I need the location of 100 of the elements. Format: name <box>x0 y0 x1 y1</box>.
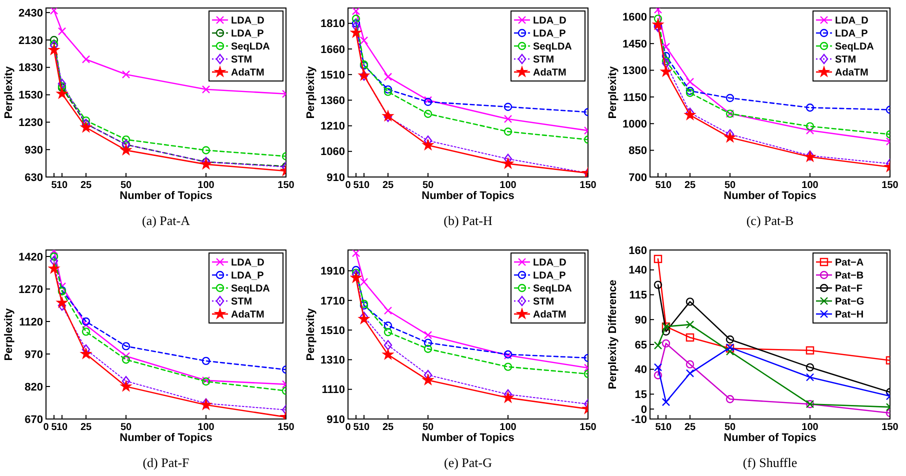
y-tick-label: 115 <box>629 290 647 302</box>
x-axis-title: Number of Topics <box>422 432 514 444</box>
y-tick-label: 1360 <box>320 95 345 108</box>
y-tick-label: -10 <box>631 414 647 426</box>
legend-label: STM <box>835 54 856 66</box>
y-tick-label: 1830 <box>18 62 43 74</box>
x-tick-label: 10 <box>358 180 370 191</box>
y-tick-label: 700 <box>628 172 647 184</box>
y-tick-label: 1060 <box>320 146 345 158</box>
legend-label: LDA_D <box>231 258 264 268</box>
y-tick-label: 670 <box>24 414 43 426</box>
x-tick-label: 5 <box>51 422 58 433</box>
x-axis-title: Number of Topics <box>724 190 816 202</box>
x-tick-label: 100 <box>802 422 819 433</box>
legend-label: LDA_P <box>533 28 566 40</box>
x-tick-label: 25 <box>80 422 92 433</box>
legend-label: AdaTM <box>533 68 566 78</box>
x-tick-label: 25 <box>382 422 394 433</box>
y-axis-title: Perplexity <box>3 307 15 361</box>
y-tick-label: 160 <box>628 244 647 257</box>
x-tick-label: 100 <box>198 422 215 433</box>
y-tick-label: 850 <box>628 145 647 158</box>
y-tick-label: 140 <box>628 264 647 277</box>
x-tick-label: 100 <box>198 180 215 191</box>
y-tick-label: 2430 <box>18 7 43 20</box>
x-tick-label: 5 <box>51 180 58 191</box>
y-tick-label: 1510 <box>320 69 345 82</box>
y-tick-label: 630 <box>24 172 43 184</box>
legend-label: Pat−H <box>835 310 864 320</box>
x-tick-label: 10 <box>660 422 672 433</box>
y-tick-label: 930 <box>24 144 43 156</box>
y-tick-label: 1510 <box>320 324 345 337</box>
legend-label: STM <box>231 296 252 308</box>
legend-label: SeqLDA <box>231 284 270 294</box>
x-tick-label: 150 <box>580 422 597 433</box>
y-tick-label: 1660 <box>320 44 345 56</box>
legend-label: LDA_D <box>533 258 566 268</box>
legend-label: AdaTM <box>533 310 566 320</box>
x-tick-label: 100 <box>500 422 517 433</box>
x-tick-label: 10 <box>358 422 370 433</box>
legend-label: AdaTM <box>231 68 264 78</box>
y-tick-label: 1150 <box>623 92 647 104</box>
y-tick-label: 0 <box>640 404 647 416</box>
text: (c) Pat-B <box>746 213 794 228</box>
x-tick-label: 150 <box>278 180 295 191</box>
x-tick-label: 50 <box>120 422 132 433</box>
x-tick-label: 100 <box>802 180 819 191</box>
y-tick-label: 1210 <box>320 120 345 133</box>
x-tick-label: 5 <box>655 180 662 191</box>
y-tick-label: 1600 <box>622 12 647 24</box>
y-tick-label: 1710 <box>320 295 345 308</box>
x-tick-label: 150 <box>882 180 899 191</box>
y-axis-title: Perplexity <box>3 65 15 119</box>
y-tick-label: 1110 <box>322 384 345 396</box>
y-tick-label: 820 <box>24 381 43 394</box>
y-tick-label: 2130 <box>18 34 43 47</box>
x-tick-label: 50 <box>422 422 434 433</box>
legend-label: LDA_P <box>231 28 264 40</box>
y-tick-label: 1530 <box>18 90 43 102</box>
legend-label: STM <box>533 54 554 66</box>
legend-label: Pat−B <box>835 270 864 282</box>
x-tick-label: 150 <box>580 180 597 191</box>
x-axis-title: Number of Topics <box>724 432 816 444</box>
y-axis-title: Perplexity <box>305 65 317 119</box>
text: (f) Shuffle <box>742 455 798 470</box>
legend-label: SeqLDA <box>533 284 572 294</box>
y-tick-label: 1450 <box>622 38 647 50</box>
legend-label: LDA_D <box>835 16 868 26</box>
y-tick-label: 65 <box>634 339 647 352</box>
y-tick-label: 1120 <box>19 316 43 328</box>
y-tick-label: 910 <box>326 414 345 426</box>
x-tick-label: 25 <box>382 180 394 191</box>
x-tick-label: 10 <box>56 422 68 433</box>
x-tick-label: 25 <box>684 422 696 433</box>
legend-label: Pat−G <box>835 296 864 308</box>
y-tick-label: 1310 <box>320 354 345 367</box>
y-tick-label: 910 <box>326 172 345 184</box>
legend-label: AdaTM <box>231 310 264 320</box>
y-axis-title: Perplexity <box>305 307 317 361</box>
legend-label: LDA_P <box>231 270 264 282</box>
y-axis-title: Perplexity <box>607 65 619 119</box>
y-tick-label: 40 <box>634 364 647 376</box>
y-axis-title: Perplexity Difference <box>607 280 619 390</box>
legend-label: Pat−A <box>835 258 864 268</box>
x-axis-title: Number of Topics <box>422 190 514 202</box>
x-axis-title: Number of Topics <box>120 190 212 202</box>
y-tick-label: 970 <box>24 348 43 361</box>
y-tick-label: 15 <box>634 388 647 401</box>
legend-label: Pat−F <box>835 284 863 294</box>
x-tick-label: 150 <box>278 422 295 433</box>
x-tick-label: 5 <box>655 422 662 433</box>
x-tick-label: 5 <box>353 422 360 433</box>
y-tick-label: 1810 <box>320 18 345 30</box>
legend-label: LDA_P <box>533 270 566 282</box>
legend-label: SeqLDA <box>533 42 572 52</box>
x-tick-label: 50 <box>422 180 434 191</box>
legend-label: SeqLDA <box>231 42 270 52</box>
x-tick-label: 10 <box>56 180 68 191</box>
y-tick-label: 1270 <box>18 284 43 296</box>
x-tick-label: 10 <box>660 180 672 191</box>
